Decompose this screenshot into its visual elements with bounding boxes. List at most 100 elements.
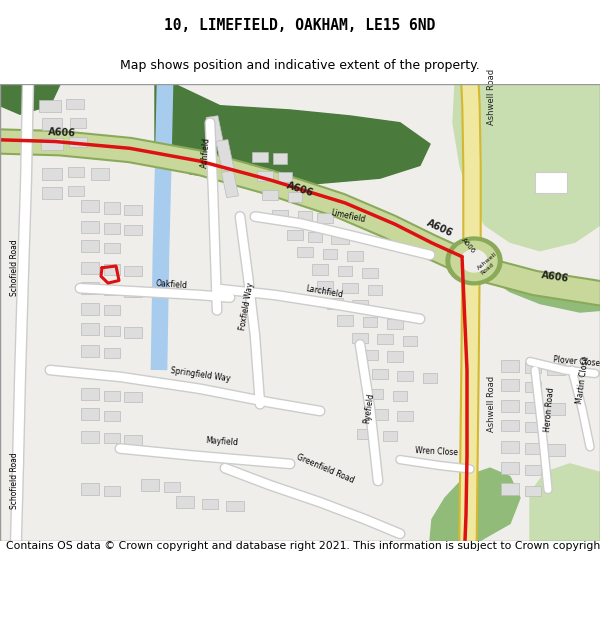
Text: Ashwell Road: Ashwell Road — [487, 69, 497, 125]
Bar — [104, 411, 120, 421]
Bar — [104, 202, 120, 214]
Bar — [352, 300, 368, 311]
Bar — [368, 285, 382, 295]
Bar — [39, 100, 61, 112]
Bar — [41, 138, 63, 150]
Bar — [104, 264, 120, 274]
Bar — [352, 332, 368, 342]
Bar — [104, 391, 120, 401]
Bar — [397, 371, 413, 381]
Bar — [423, 372, 437, 383]
Text: 10, LIMEFIELD, OAKHAM, LE15 6ND: 10, LIMEFIELD, OAKHAM, LE15 6ND — [164, 18, 436, 32]
Bar — [176, 496, 194, 508]
Bar — [81, 346, 99, 358]
Text: Ashfield: Ashfield — [200, 137, 212, 168]
Bar — [124, 286, 142, 297]
Bar — [81, 388, 99, 400]
Text: Larchfield: Larchfield — [305, 284, 344, 299]
Bar — [362, 349, 378, 360]
Text: A606: A606 — [425, 218, 455, 239]
Bar — [547, 444, 565, 456]
Bar — [535, 172, 565, 193]
Bar — [216, 139, 234, 171]
Text: Contains OS data © Crown copyright and database right 2021. This information is : Contains OS data © Crown copyright and d… — [6, 541, 600, 551]
Text: A606: A606 — [460, 238, 476, 255]
Bar — [501, 484, 519, 496]
Bar — [42, 119, 62, 131]
Bar — [81, 241, 99, 252]
Bar — [81, 409, 99, 421]
Bar — [141, 479, 159, 491]
Bar — [104, 326, 120, 336]
Polygon shape — [478, 255, 600, 312]
Text: Ryefield: Ryefield — [362, 392, 375, 424]
Bar — [262, 190, 278, 201]
Bar — [317, 213, 333, 223]
Bar — [81, 302, 99, 314]
Bar — [342, 283, 358, 293]
Bar — [331, 234, 349, 244]
Bar — [70, 118, 86, 128]
Bar — [257, 171, 273, 181]
Bar — [525, 486, 541, 496]
Bar — [298, 211, 312, 222]
Bar — [363, 318, 377, 328]
Bar — [525, 402, 541, 412]
Circle shape — [451, 241, 497, 281]
Bar — [68, 167, 84, 177]
Bar — [104, 348, 120, 358]
Bar — [308, 232, 322, 242]
Bar — [372, 409, 388, 419]
Text: Road: Road — [480, 262, 495, 276]
Bar — [81, 221, 99, 232]
Bar — [104, 223, 120, 234]
Bar — [501, 360, 519, 372]
Text: Schofield Road: Schofield Road — [10, 239, 19, 296]
Bar — [387, 319, 403, 329]
Bar — [327, 298, 343, 309]
Bar — [288, 192, 302, 202]
Bar — [81, 323, 99, 335]
Bar — [338, 266, 352, 276]
Bar — [535, 173, 567, 192]
Bar — [81, 484, 99, 496]
Bar — [312, 264, 328, 274]
Bar — [387, 351, 403, 361]
Bar — [104, 285, 120, 295]
Text: Map shows position and indicative extent of the property.: Map shows position and indicative extent… — [120, 59, 480, 72]
Bar — [124, 225, 142, 236]
Bar — [42, 187, 62, 199]
Bar — [252, 152, 268, 162]
Bar — [104, 486, 120, 496]
Bar — [547, 403, 565, 415]
Bar — [124, 392, 142, 402]
Bar — [272, 210, 288, 220]
Text: Martin Close: Martin Close — [575, 356, 590, 404]
Text: Plover Close: Plover Close — [553, 355, 600, 367]
Bar — [81, 282, 99, 294]
Bar — [501, 441, 519, 452]
Text: Wren Close: Wren Close — [415, 446, 458, 458]
Text: Mayfield: Mayfield — [205, 436, 238, 447]
Bar — [124, 435, 142, 445]
Bar — [403, 336, 417, 346]
Text: Schofield Road: Schofield Road — [10, 452, 19, 509]
Bar — [202, 499, 218, 509]
Bar — [357, 429, 373, 439]
Bar — [69, 138, 87, 148]
Bar — [525, 422, 541, 432]
Text: Oakfield: Oakfield — [155, 279, 187, 291]
Bar — [323, 249, 337, 259]
Bar — [501, 419, 519, 431]
Bar — [377, 334, 393, 344]
Bar — [278, 173, 292, 182]
Bar — [362, 268, 378, 278]
Bar — [287, 230, 303, 241]
Text: Limefield: Limefield — [330, 209, 367, 224]
Bar — [372, 369, 388, 379]
Bar — [104, 243, 120, 253]
Bar — [42, 168, 62, 180]
Circle shape — [461, 250, 487, 272]
Bar — [525, 465, 541, 475]
Bar — [297, 248, 313, 258]
